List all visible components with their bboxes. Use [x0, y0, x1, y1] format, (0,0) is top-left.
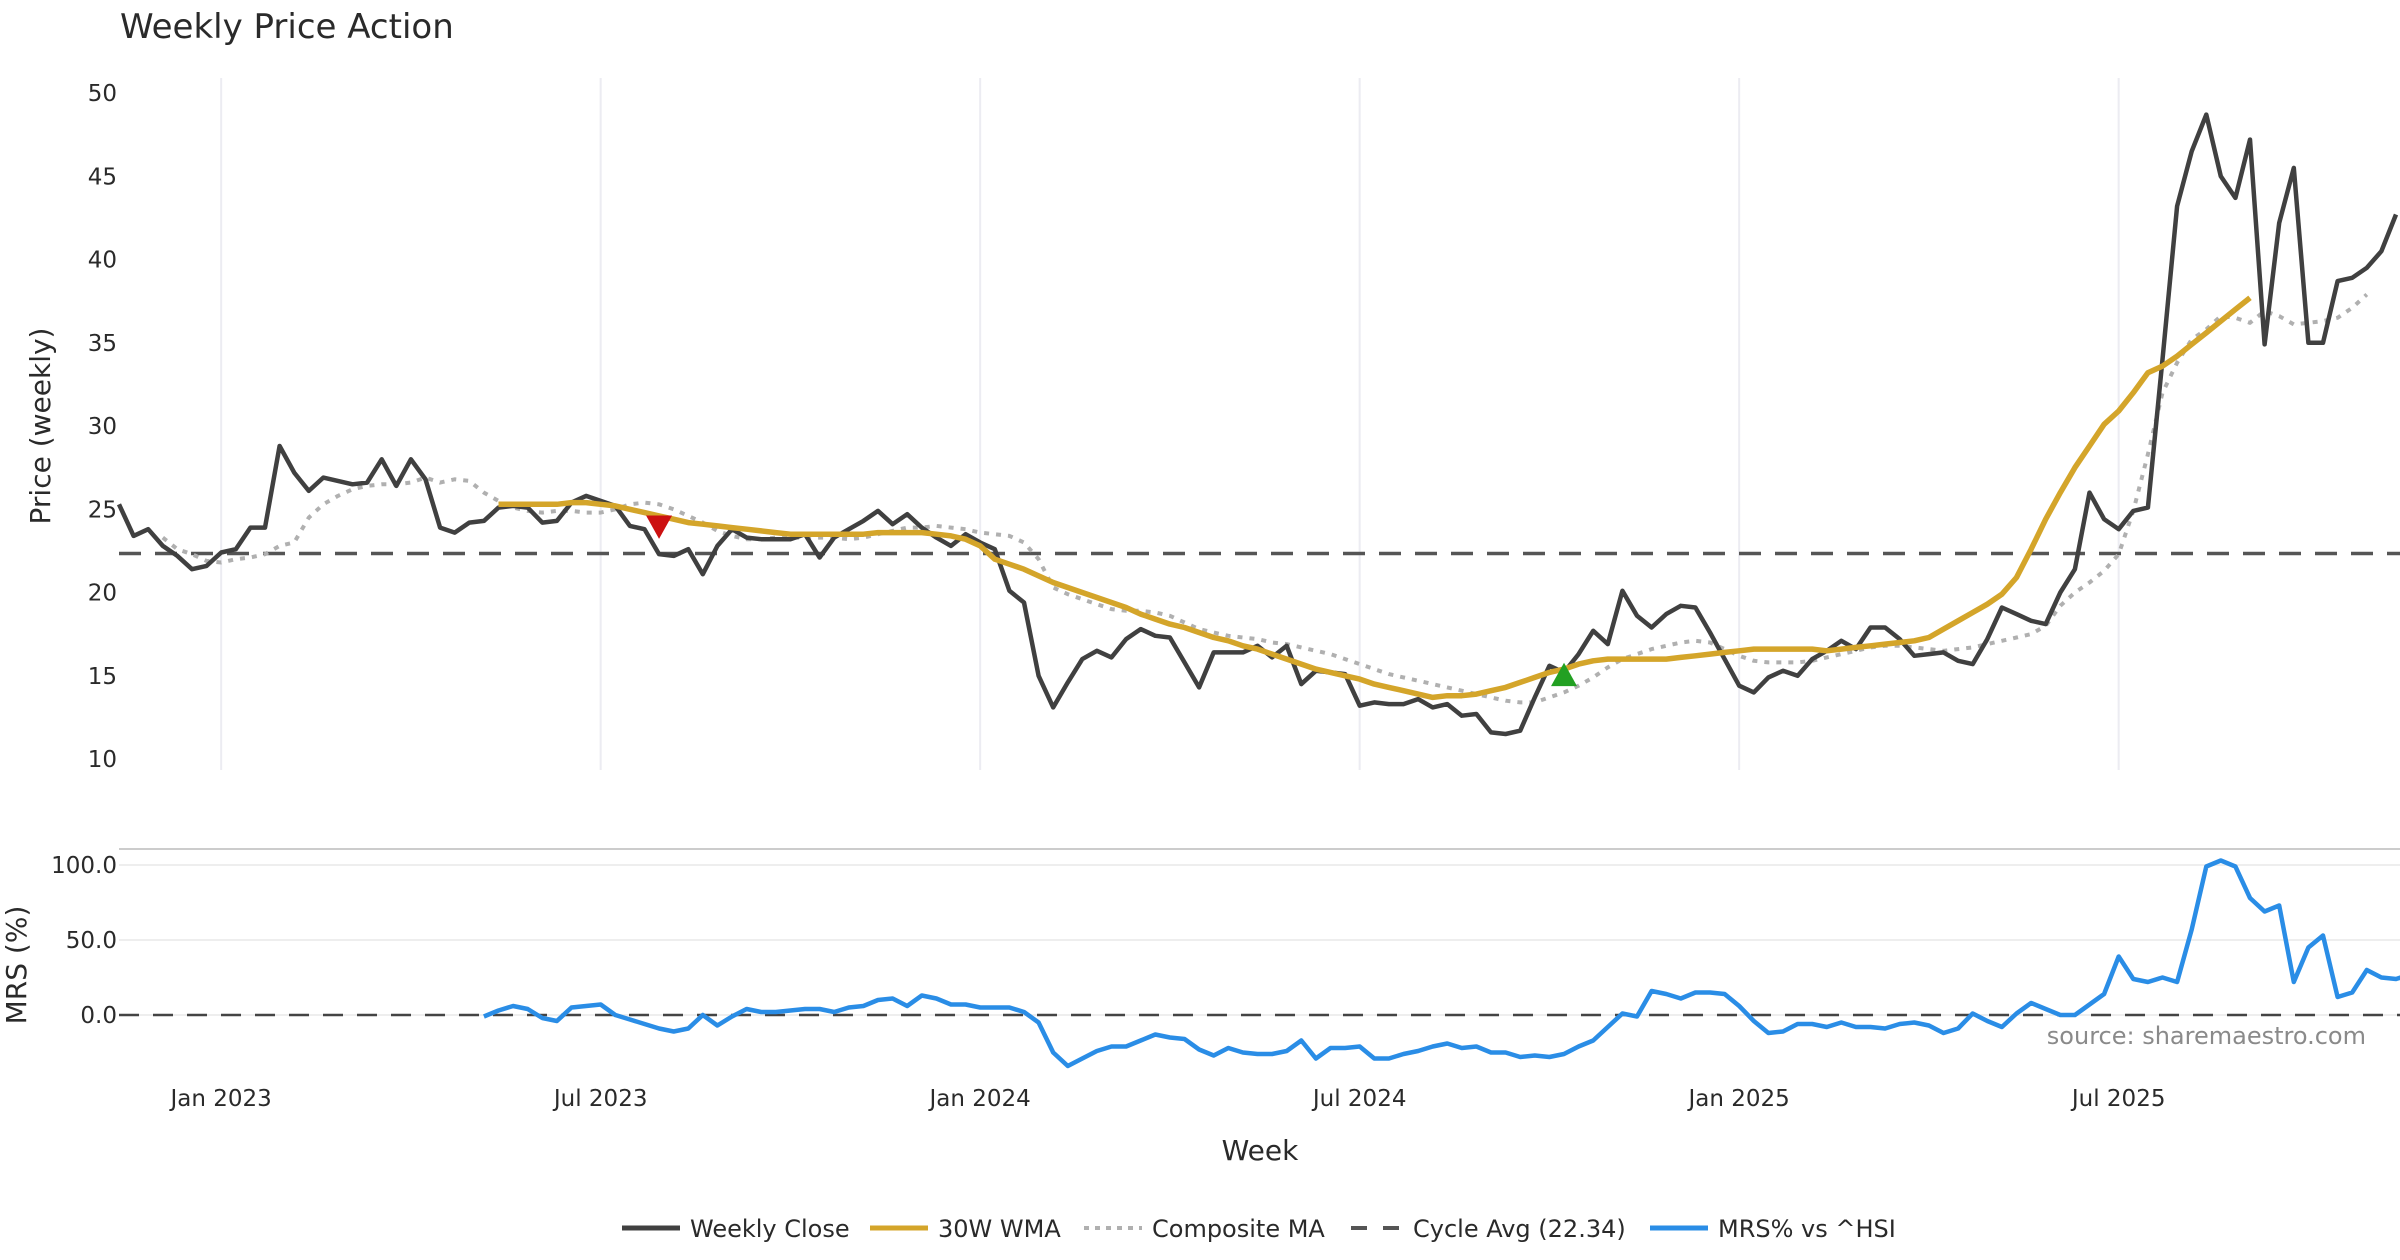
- source-note: source: sharemaestro.com: [2047, 1022, 2366, 1050]
- mrs-y-tick-label: 50.0: [66, 928, 117, 954]
- x-tick-label: Jan 2023: [169, 1086, 272, 1112]
- legend-label: Composite MA: [1152, 1215, 1325, 1243]
- legend-item: Weekly Close: [622, 1215, 850, 1243]
- price-y-tick-label: 20: [88, 581, 117, 607]
- x-tick-label: Jul 2023: [552, 1086, 648, 1112]
- legend-item: 30W WMA: [870, 1215, 1061, 1243]
- buy-signal-marker: [1551, 662, 1578, 687]
- legend-item: Cycle Avg (22.34): [1351, 1215, 1626, 1243]
- x-tick-label: Jul 2024: [1311, 1086, 1407, 1112]
- legend-item: MRS% vs ^HSI: [1650, 1215, 1896, 1243]
- legend-label: Weekly Close: [690, 1215, 850, 1243]
- mrs-series: [483, 858, 2400, 1069]
- price-y-tick-label: 15: [88, 664, 117, 690]
- x-axis-label: Week: [1222, 1134, 1299, 1167]
- x-tick-label: Jan 2024: [928, 1086, 1031, 1112]
- chart-title: Weekly Price Action: [120, 7, 454, 47]
- legend-item: Composite MA: [1084, 1215, 1325, 1243]
- mrs-grid: [119, 864, 2400, 1016]
- price-y-tick-label: 25: [88, 497, 117, 523]
- legend-label: MRS% vs ^HSI: [1718, 1215, 1896, 1243]
- legend: Weekly Close 30W WMA Composite MA Cycle Avg…: [622, 1215, 1896, 1243]
- weekly-close-line: [116, 112, 2399, 737]
- signal-markers: [646, 515, 1578, 687]
- price-y-tick-label: 35: [88, 331, 117, 357]
- composite-ma-line: [161, 293, 2369, 705]
- legend-label: Cycle Avg (22.34): [1413, 1215, 1626, 1243]
- price-y-tick-label: 40: [88, 248, 117, 274]
- sell-signal-marker: [646, 515, 673, 539]
- price-y-tick-label: 30: [88, 414, 117, 440]
- x-tick-label: Jul 2025: [2070, 1086, 2166, 1112]
- price-grid: [220, 78, 2120, 770]
- mrs-y-tick-label: 100.0: [51, 853, 117, 879]
- mrs-line: [483, 858, 2400, 1069]
- price-series: [116, 112, 2399, 737]
- mrs-y-axis-label: MRS (%): [0, 906, 33, 1025]
- legend-label: 30W WMA: [938, 1215, 1061, 1243]
- price-y-tick-label: 45: [88, 164, 117, 190]
- x-tick-label: Jan 2025: [1687, 1086, 1790, 1112]
- x-ticks: Jan 2023 Jul 2023 Jan 2024 Jul 2024 Jan 2025…: [169, 1086, 2166, 1112]
- price-y-ticks: 10 15 20 25 30 35 40 45 50: [88, 81, 117, 773]
- price-y-axis-label: Price (weekly): [24, 328, 57, 525]
- mrs-y-ticks: 0.0 50.0 100.0: [51, 853, 117, 1029]
- price-y-tick-label: 10: [88, 747, 117, 773]
- price-y-tick-label: 50: [88, 81, 117, 107]
- mrs-y-tick-label: 0.0: [80, 1003, 117, 1029]
- wma-30w-line: [498, 295, 2252, 701]
